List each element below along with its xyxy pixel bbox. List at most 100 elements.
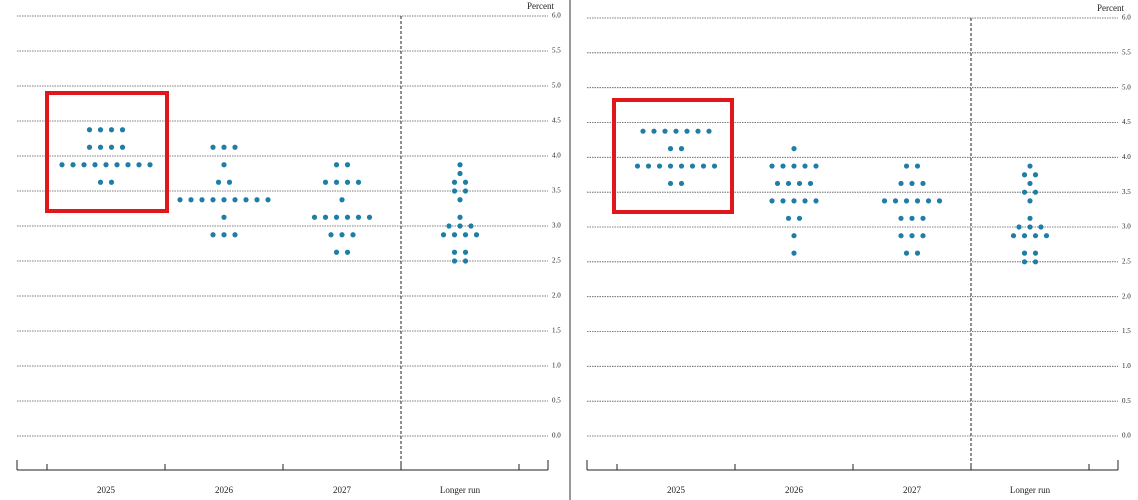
dot [678,146,685,152]
dot [221,232,227,238]
dot [706,128,712,134]
x-tick-label: 2026 [215,485,234,495]
dot [232,144,238,150]
dot [355,214,362,220]
dot [774,180,781,187]
dot [221,197,227,203]
dot [451,179,458,185]
dot [903,163,910,169]
dot [243,197,249,203]
dot [807,180,814,187]
dot [221,162,227,168]
dot [114,162,120,168]
dot [645,163,652,169]
x-tick-label: 2025 [667,485,686,495]
y-tick-label: 6.0 [1122,14,1131,22]
dot [791,146,797,152]
dot [322,214,329,220]
dot [344,214,351,220]
dot [119,127,126,133]
dot [70,162,76,168]
dot [791,233,797,239]
dot [791,163,797,169]
dot [366,214,373,220]
dot [1027,180,1033,187]
dot [796,215,803,221]
dot [344,179,351,185]
dot [1032,189,1039,195]
dot [1021,189,1028,195]
dot [328,232,334,238]
dot [802,198,808,204]
x-tick-label: Longer run [1010,485,1051,495]
dot [1032,233,1039,239]
y-tick-label: 4.0 [1122,153,1131,161]
y-tick-label: 3.5 [552,187,561,195]
dot [451,232,458,238]
dot [457,223,463,229]
dot [662,128,668,134]
dot [1032,172,1039,178]
dot [1027,215,1033,221]
dot [473,232,480,238]
y-tick-label: 2.0 [1122,292,1131,300]
dot [1021,259,1028,265]
dot [881,198,888,204]
dot [108,179,115,185]
y-tick-label: 2.5 [552,257,561,265]
dot [232,232,238,238]
dot [457,162,463,168]
x-tick-label: 2025 [97,485,116,495]
dot [451,249,458,255]
dot [791,198,797,204]
y-tick-label: 3.0 [552,222,561,230]
dot [468,223,474,229]
dot [892,198,899,204]
dot [769,163,775,169]
dot [640,128,646,134]
dot [898,180,904,187]
dot [125,162,131,168]
dot [322,179,329,185]
dot [177,197,183,203]
x-tick-label: Longer run [440,485,481,495]
dot [108,144,115,150]
dot [909,180,915,187]
dot [226,179,233,185]
dot [462,188,469,194]
dot [446,223,452,229]
unit-label: Percent [527,1,554,11]
dot [898,233,904,239]
dot [254,197,260,203]
y-tick-label: 5.0 [1122,83,1131,91]
dot [97,179,104,185]
x-tick-label: 2027 [333,485,352,495]
dot [210,232,216,238]
dot [914,198,921,204]
y-tick-label: 1.5 [1122,327,1131,335]
dot [1038,224,1044,230]
y-tick-label: 2.5 [1122,257,1131,265]
dot [711,163,718,169]
dot [1010,233,1017,239]
dot [1027,224,1033,230]
dot [344,162,351,168]
y-tick-label: 5.0 [552,82,561,90]
dot [667,180,674,187]
dot [221,214,227,220]
dot [695,128,701,134]
dot [1027,198,1033,204]
dot [802,163,808,169]
y-tick-label: 4.5 [552,117,561,125]
y-tick-label: 1.0 [552,362,561,370]
dot [81,162,87,168]
dot [936,198,943,204]
dot [1032,250,1039,256]
y-tick-label: 3.0 [1122,223,1131,231]
dot [791,250,797,256]
dot [925,198,932,204]
dot [339,232,345,238]
dot [265,197,271,203]
dot [673,128,679,134]
dot [1032,259,1039,265]
